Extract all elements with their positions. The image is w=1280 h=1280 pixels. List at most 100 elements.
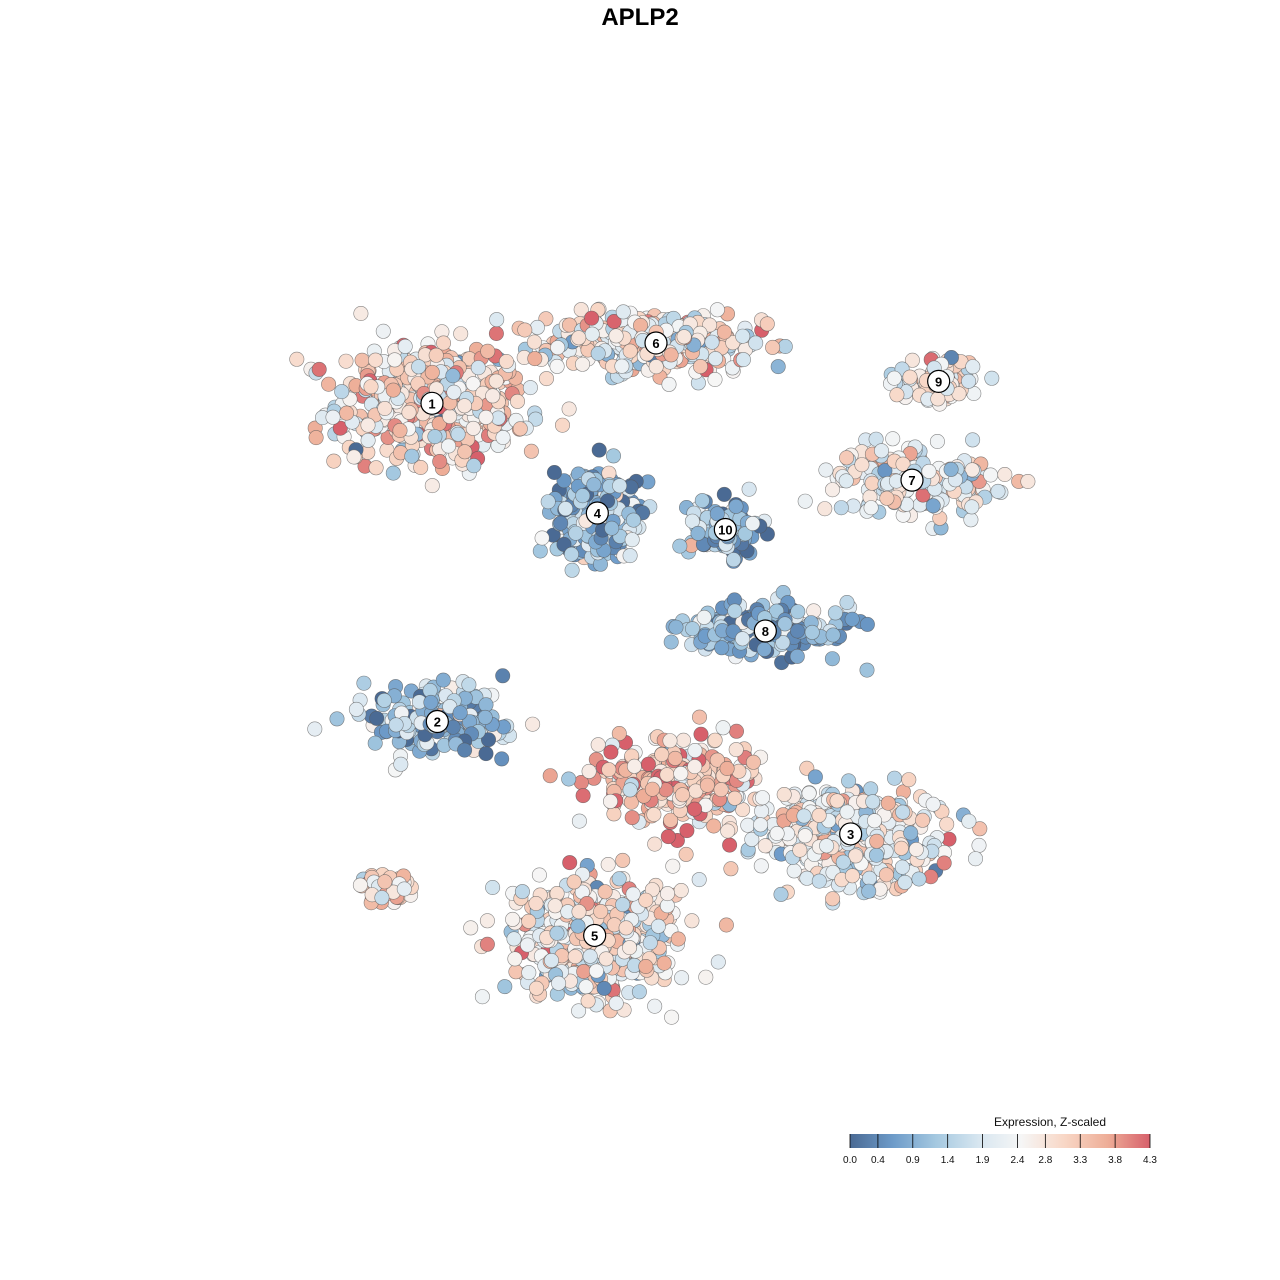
data-point — [488, 373, 504, 389]
data-point — [385, 465, 401, 481]
data-point — [529, 319, 545, 335]
data-point — [707, 732, 723, 748]
data-point — [825, 627, 841, 643]
svg-text:5: 5 — [591, 928, 598, 943]
data-point — [972, 821, 988, 837]
data-point — [392, 422, 408, 438]
data-point — [869, 833, 885, 849]
data-point — [424, 478, 440, 494]
data-point — [640, 756, 656, 772]
data-point — [997, 466, 1013, 482]
data-point — [622, 782, 638, 798]
data-point — [696, 609, 712, 625]
data-point — [719, 760, 735, 776]
svg-text:2: 2 — [434, 714, 441, 729]
data-point — [667, 750, 683, 766]
data-point — [590, 345, 606, 361]
data-point — [631, 984, 647, 1000]
data-point — [665, 858, 681, 874]
data-point — [735, 328, 751, 344]
data-point — [325, 409, 341, 425]
data-point — [375, 323, 391, 339]
data-point — [859, 662, 875, 678]
data-point — [388, 717, 404, 733]
data-point — [765, 339, 781, 355]
data-point — [886, 370, 902, 386]
data-point — [757, 838, 773, 854]
data-point — [479, 913, 495, 929]
data-point — [824, 482, 840, 498]
data-point — [818, 462, 834, 478]
data-point — [289, 351, 305, 367]
data-point — [786, 863, 802, 879]
data-point — [456, 398, 472, 414]
data-point — [532, 543, 548, 559]
data-point — [911, 871, 927, 887]
data-point — [687, 759, 703, 775]
data-point — [664, 1009, 680, 1025]
data-point — [839, 594, 855, 610]
data-point — [861, 883, 877, 899]
data-point — [528, 411, 544, 427]
data-point — [644, 781, 660, 797]
legend-tick-label: 3.3 — [1073, 1155, 1087, 1166]
data-point — [606, 806, 622, 822]
data-point — [626, 758, 642, 774]
data-point — [465, 376, 481, 392]
data-point — [507, 951, 523, 967]
data-point — [413, 459, 429, 475]
legend-tick-label: 1.9 — [976, 1155, 990, 1166]
data-point — [807, 769, 823, 785]
data-point — [691, 872, 707, 888]
legend-tick-label: 3.8 — [1108, 1155, 1122, 1166]
legend-ticks: 0.0 0.4 0.9 1.4 1.9 2.4 2.8 3.3 3.8 4.3 — [843, 1134, 1157, 1166]
data-point — [811, 873, 827, 889]
data-point — [901, 772, 917, 788]
data-point — [571, 904, 587, 920]
data-point — [704, 334, 720, 350]
data-point — [770, 359, 786, 375]
data-point — [396, 881, 412, 897]
data-point — [967, 851, 983, 867]
data-point — [709, 506, 725, 522]
data-point — [528, 980, 544, 996]
data-point — [716, 486, 732, 502]
data-point — [709, 302, 725, 318]
data-point — [741, 481, 757, 497]
data-point — [709, 752, 725, 768]
data-point — [338, 353, 354, 369]
data-point — [659, 767, 675, 783]
data-point — [332, 420, 348, 436]
data-point — [450, 426, 466, 442]
data-point — [611, 871, 627, 887]
data-point — [506, 931, 522, 947]
data-point — [1020, 473, 1036, 489]
data-point — [864, 475, 880, 491]
data-point — [588, 963, 604, 979]
data-point — [673, 765, 689, 781]
data-point — [424, 364, 440, 380]
points-layer — [289, 301, 1036, 1025]
data-point — [737, 526, 753, 542]
data-point — [326, 453, 342, 469]
data-point — [706, 818, 722, 834]
data-point — [699, 777, 715, 793]
data-point — [838, 473, 854, 489]
data-point — [811, 807, 827, 823]
data-point — [428, 347, 444, 363]
data-point — [702, 317, 718, 333]
cluster-label: 4 — [585, 501, 609, 525]
data-point — [517, 322, 533, 338]
data-point — [660, 829, 676, 845]
data-point — [461, 677, 477, 693]
data-point — [672, 538, 688, 554]
data-point — [740, 817, 756, 833]
data-point — [863, 500, 879, 516]
data-point — [534, 530, 550, 546]
data-point — [498, 353, 514, 369]
data-point — [591, 442, 607, 458]
data-point — [676, 329, 692, 345]
data-point — [356, 675, 372, 691]
data-point — [624, 532, 640, 548]
